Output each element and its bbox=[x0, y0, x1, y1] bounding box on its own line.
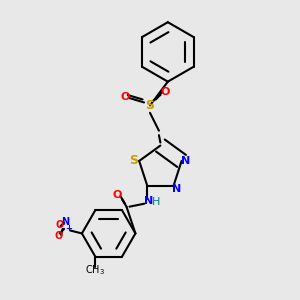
Text: N: N bbox=[61, 217, 70, 226]
Text: CH$_3$: CH$_3$ bbox=[85, 263, 105, 277]
Text: S: S bbox=[129, 154, 138, 167]
Text: O: O bbox=[113, 190, 122, 200]
Text: S: S bbox=[146, 99, 154, 112]
Text: N: N bbox=[182, 156, 191, 166]
Text: O: O bbox=[120, 92, 129, 101]
Text: N: N bbox=[144, 196, 153, 206]
Text: O: O bbox=[54, 231, 62, 242]
Text: O: O bbox=[56, 220, 64, 230]
Text: H: H bbox=[152, 197, 160, 207]
Text: +: + bbox=[65, 224, 72, 233]
Text: N: N bbox=[172, 184, 181, 194]
Text: O: O bbox=[160, 87, 170, 97]
